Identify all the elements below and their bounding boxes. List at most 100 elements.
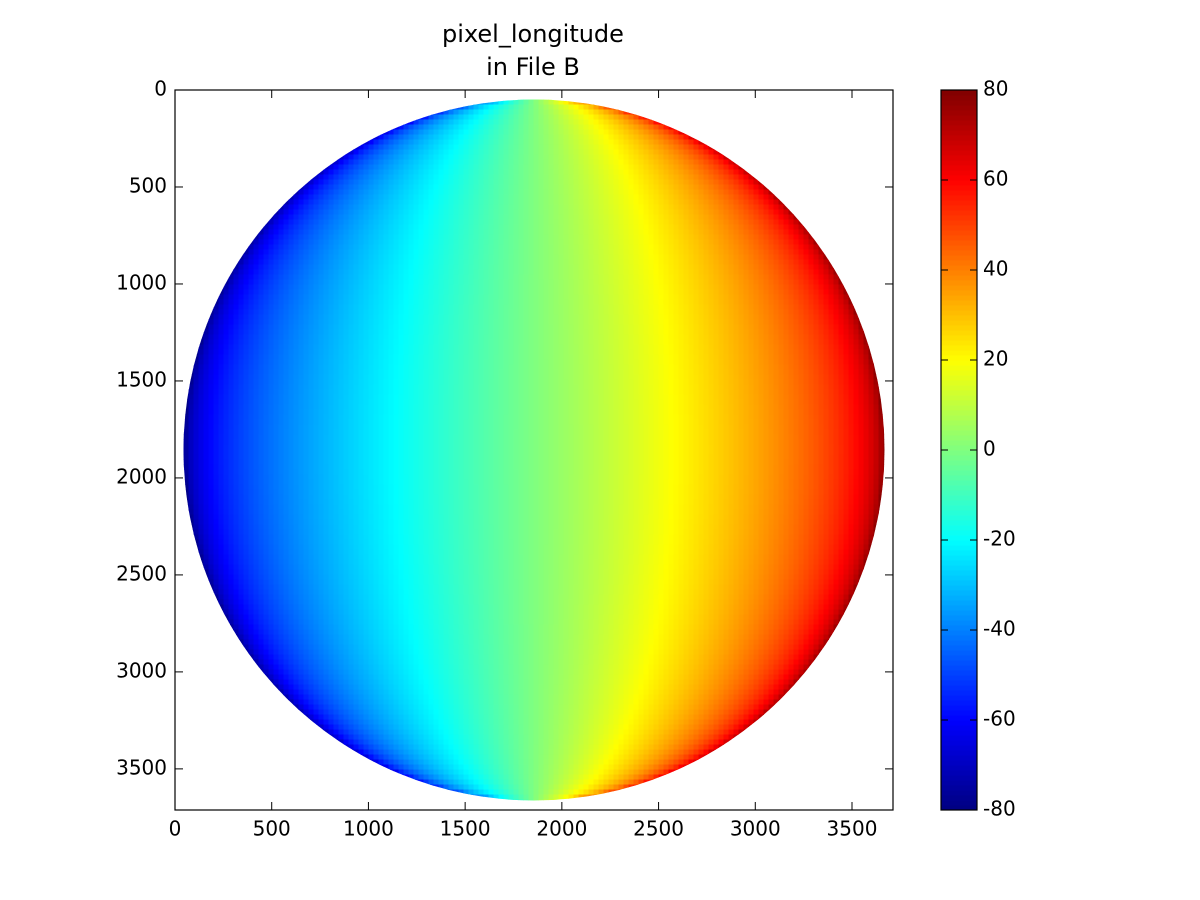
image-cell [613, 269, 620, 276]
image-cell [568, 129, 575, 136]
image-cell [758, 324, 765, 331]
image-cell [518, 209, 525, 216]
image-cell [748, 179, 755, 186]
image-cell [633, 299, 640, 306]
image-cell [418, 269, 425, 276]
image-cell [558, 304, 565, 311]
image-cell [748, 249, 755, 256]
image-cell [298, 249, 305, 256]
image-cell [353, 179, 360, 186]
image-cell [733, 254, 740, 261]
image-cell [448, 289, 455, 296]
image-cell [693, 189, 700, 196]
image-cell [458, 259, 465, 266]
image-cell [288, 289, 295, 296]
image-cell [323, 224, 330, 231]
image-cell [553, 229, 560, 236]
image-cell [778, 189, 785, 196]
image-cell [778, 234, 785, 241]
image-cell [623, 169, 630, 176]
image-cell [803, 264, 810, 271]
image-cell [338, 149, 345, 156]
image-cell [748, 309, 755, 316]
image-cell [393, 239, 400, 246]
image-cell [408, 239, 415, 246]
image-cell [568, 244, 575, 251]
image-cell [808, 259, 815, 266]
image-cell [698, 204, 705, 211]
image-cell [703, 289, 710, 296]
image-cell [478, 294, 485, 301]
image-cell [688, 214, 695, 221]
image-cell [473, 164, 480, 171]
image-cell [488, 254, 495, 261]
image-cell [433, 139, 440, 146]
image-cell [698, 184, 705, 191]
image-cell [523, 299, 530, 306]
image-cell [613, 279, 620, 286]
image-cell [428, 104, 435, 111]
image-cell [243, 319, 250, 326]
image-cell [283, 224, 290, 231]
image-cell [573, 159, 580, 166]
image-cell [843, 254, 850, 261]
image-cell [743, 294, 750, 301]
image-cell [438, 259, 445, 266]
image-cell [258, 239, 265, 246]
image-cell [363, 294, 370, 301]
image-cell [733, 299, 740, 306]
image-cell [473, 209, 480, 216]
image-cell [333, 189, 340, 196]
image-cell [523, 249, 530, 256]
image-cell [453, 119, 460, 126]
image-cell [448, 304, 455, 311]
image-cell [388, 164, 395, 171]
image-cell [458, 229, 465, 236]
image-cell [633, 109, 640, 116]
image-cell [763, 269, 770, 276]
image-cell [328, 324, 335, 331]
image-cell [318, 244, 325, 251]
image-cell [393, 114, 400, 121]
image-cell [248, 254, 255, 261]
image-cell [583, 174, 590, 181]
image-cell [393, 154, 400, 161]
image-cell [433, 309, 440, 316]
image-cell [388, 109, 395, 116]
image-cell [468, 109, 475, 116]
image-cell [193, 329, 200, 336]
image-cell [828, 299, 835, 306]
image-cell [588, 229, 595, 236]
image-cell [658, 209, 665, 216]
image-cell [403, 124, 410, 131]
image-cell [423, 179, 430, 186]
image-cell [408, 284, 415, 291]
image-cell [528, 219, 535, 226]
image-cell [513, 219, 520, 226]
image-cell [553, 264, 560, 271]
image-cell [458, 224, 465, 231]
image-cell [753, 284, 760, 291]
image-cell [458, 104, 465, 111]
image-cell [693, 254, 700, 261]
image-cell [508, 269, 515, 276]
image-cell [613, 234, 620, 241]
image-cell [393, 144, 400, 151]
image-cell [708, 199, 715, 206]
image-cell [653, 259, 660, 266]
image-cell [558, 294, 565, 301]
image-cell [318, 239, 325, 246]
image-cell [538, 219, 545, 226]
image-cell [498, 244, 505, 251]
image-cell [363, 319, 370, 326]
image-cell [608, 109, 615, 116]
image-cell [508, 309, 515, 316]
image-cell [683, 174, 690, 181]
image-cell [608, 309, 615, 316]
image-cell [448, 139, 455, 146]
image-cell [243, 239, 250, 246]
image-cell [288, 309, 295, 316]
image-cell [573, 304, 580, 311]
image-cell [658, 234, 665, 241]
image-cell [308, 199, 315, 206]
